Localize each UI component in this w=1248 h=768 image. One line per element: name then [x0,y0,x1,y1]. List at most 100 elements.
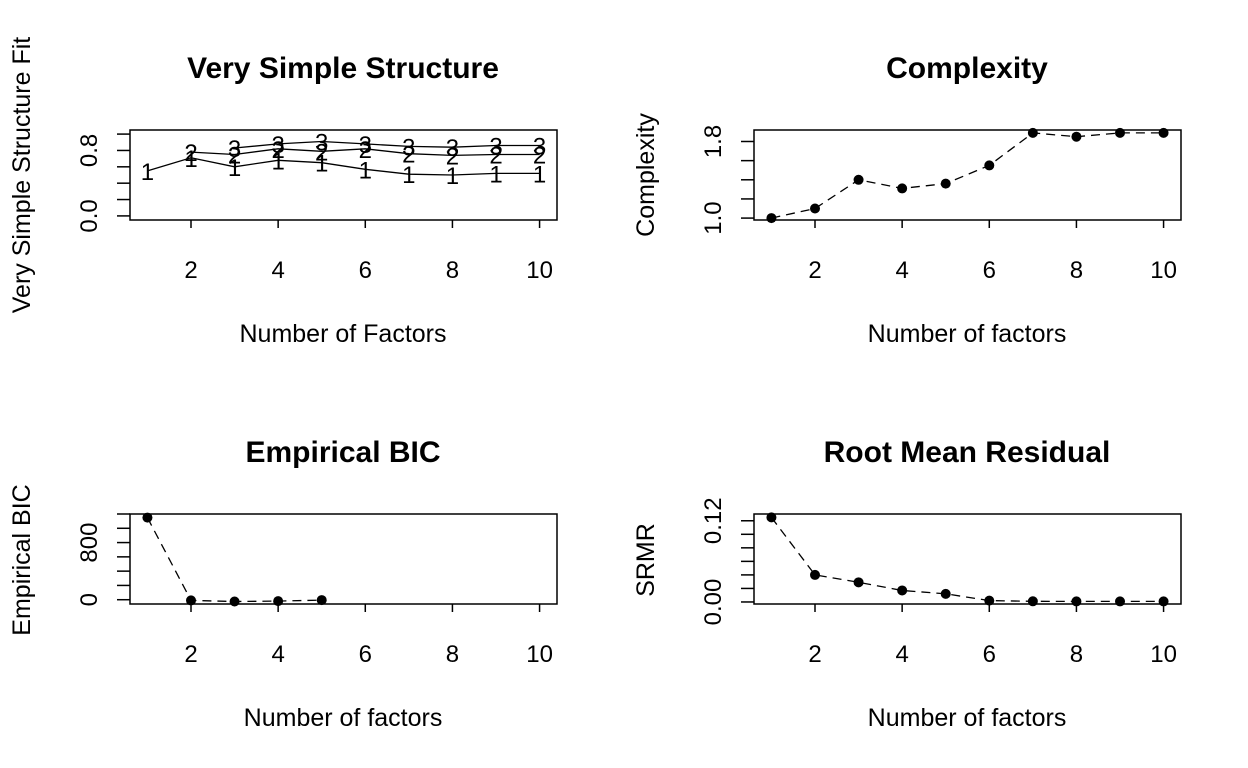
series-line [771,132,1164,219]
chart-marks: 2 4 6 8 100.00.81 1 1 1 1 1 1 1 1 12 2 2 2 2 2 2 2 23 3 3 3 3 3 3 3 [76,129,553,284]
y-tick-label-6: 0.12 [700,497,727,544]
series-line-2 [190,148,540,157]
data-point-1 [766,512,777,523]
point-label-1-4: 1 [271,148,284,175]
series-line-1 [147,157,540,176]
data-point-1 [766,213,777,224]
point-label-2-3: 2 [228,143,241,170]
point-label-2-10: 2 [533,143,546,170]
data-point-6 [984,160,995,171]
data-point-4 [273,596,284,607]
point-label-3-7: 3 [402,134,415,161]
y-tick-label-0: 0.0 [76,199,103,232]
chart-marks: 2 4 6 8 10 1.0 1.8 [700,125,1177,284]
x-tick-label-10: 10 [526,257,553,284]
data-point-6 [984,595,995,606]
x-tick-label-2: 2 [184,641,197,668]
x-tick-label-6: 6 [983,257,996,284]
point-label-2-5: 2 [315,139,328,166]
point-label-3-10: 3 [533,134,546,161]
point-label-2-2: 2 [184,140,197,167]
point-label-2-7: 2 [402,142,415,169]
data-point-3 [229,596,240,607]
y-axis-label: SRMR [632,523,660,597]
data-point-8 [1071,596,1082,607]
x-tick-label-2: 2 [184,257,197,284]
x-tick-label-8: 8 [446,257,459,284]
x-tick-label-4: 4 [271,257,284,284]
data-point-2 [810,203,820,214]
x-tick-label-6: 6 [983,641,996,668]
panel-very-simple-structure: Very Simple Structure Number of Factors … [8,37,558,348]
data-point-5 [940,178,951,189]
data-point-4 [897,585,908,596]
data-point-1 [142,512,153,523]
data-point-3 [853,577,864,588]
plot-frame [129,513,558,605]
y-tick-label-4: 0.8 [76,134,103,167]
y-tick-label-0: 1.0 [700,201,727,234]
x-axis-label: Number of factors [868,704,1067,732]
point-label-1-6: 1 [359,157,372,184]
series-line [770,517,1164,603]
x-axis-label: Number of factors [244,704,443,732]
point-label-3-4: 3 [271,132,284,159]
chart-marks: 2 4 6 8 10 0.00 0.12 [700,497,1177,668]
x-tick-label-10: 10 [526,641,553,668]
data-point-7 [1027,596,1038,607]
point-label-3-9: 3 [489,134,502,161]
point-label-1-7: 1 [402,162,415,189]
point-label-3-5: 3 [315,129,328,156]
panel-complexity: Complexity Number of factors Complexity … [632,52,1182,348]
point-label-3-3: 3 [228,136,241,163]
point-label-1-8: 1 [446,163,459,190]
point-label-1-3: 1 [228,155,241,182]
data-point-5 [940,588,951,599]
x-tick-label-8: 8 [1070,641,1083,668]
point-label-3-6: 3 [359,132,372,159]
point-label-1-9: 1 [489,161,502,188]
data-point-10 [1158,127,1169,138]
chart-title: Very Simple Structure [187,52,499,85]
data-point-7 [1027,127,1038,138]
y-tick-label-0: 0 [76,593,103,606]
x-tick-label-8: 8 [446,641,459,668]
x-axis-label: Number of Factors [239,320,446,348]
data-point-5 [316,595,327,606]
point-label-1-5: 1 [315,151,328,178]
point-label-2-8: 2 [446,143,459,170]
data-point-9 [1115,127,1125,138]
data-point-10 [1158,596,1169,607]
x-tick-label-2: 2 [808,257,821,284]
x-tick-label-2: 2 [808,641,821,668]
chart-title: Root Mean Residual [824,436,1111,469]
chart-title: Empirical BIC [245,436,440,469]
x-tick-label-10: 10 [1150,641,1177,668]
point-label-1-10: 1 [533,161,546,188]
x-tick-label-10: 10 [1150,257,1177,284]
chart-marks: 2 4 6 8 10 0 800 [76,512,553,668]
x-tick-label-4: 4 [271,641,284,668]
y-tick-label-4: 800 [76,523,103,563]
plot-frame [753,129,1182,221]
data-point-2 [186,595,196,606]
point-label-3-8: 3 [446,135,459,162]
x-tick-label-4: 4 [895,257,908,284]
x-tick-label-6: 6 [359,257,372,284]
data-point-9 [1115,596,1125,607]
series-line-3 [234,140,540,149]
x-tick-label-4: 4 [895,641,908,668]
y-tick-label-0: 0.00 [700,579,727,626]
panel-empirical-bic: Empirical BIC Number of factors Empirica… [8,436,558,732]
plot-frame [753,513,1182,605]
y-axis-label: Very Simple Structure Fit [8,37,36,314]
chart-title: Complexity [886,52,1048,85]
y-axis-label: Complexity [632,113,660,237]
point-label-1-1: 1 [141,159,154,186]
point-label-2-9: 2 [489,143,502,170]
panel-root-mean-residual: Root Mean Residual Number of factors SRM… [632,436,1182,732]
x-axis-label: Number of factors [868,320,1067,348]
data-point-4 [897,183,908,194]
